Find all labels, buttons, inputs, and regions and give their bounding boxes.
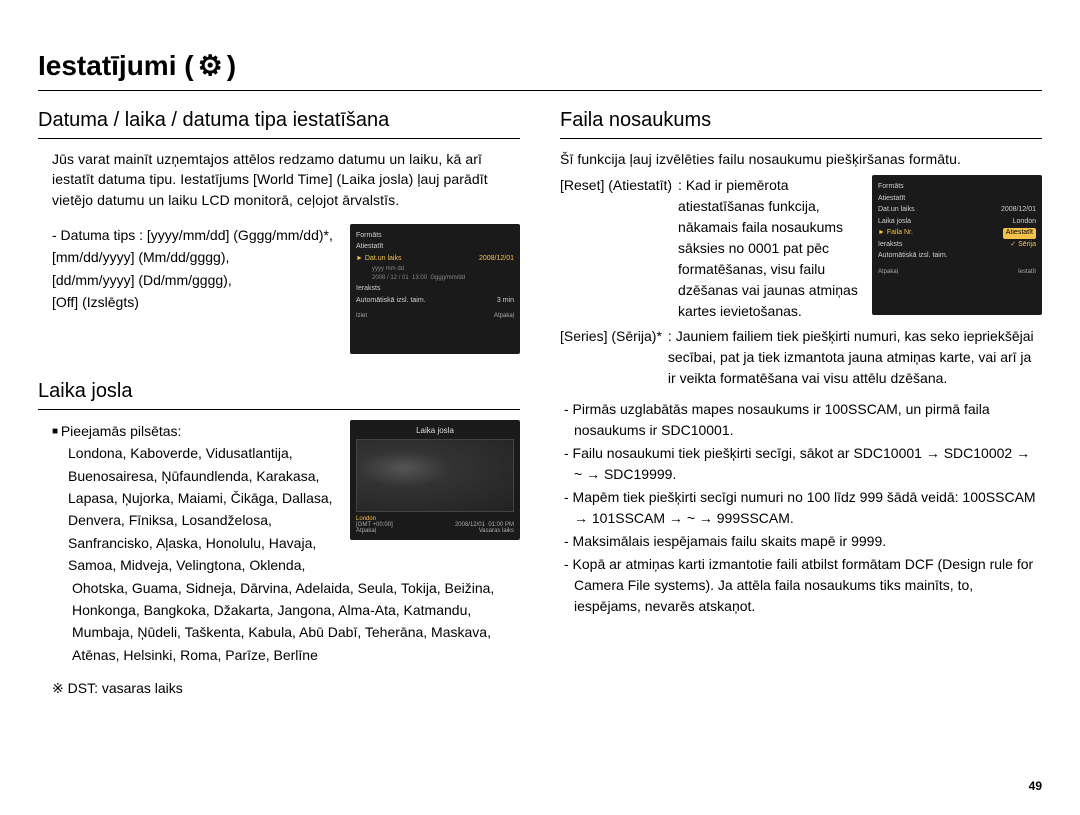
section-filename-heading: Faila nosaukums (560, 109, 1042, 139)
bullet-2: - Failu nosaukumi tiek piešķirti secīgi,… (560, 443, 1042, 485)
page-title: Iestatījumi ( ⚙ ) (38, 50, 1042, 91)
date-type-label: - Datuma tips : (52, 227, 143, 243)
cities-block-1: Pieejamās pilsētas: Londona, Kaboverde, … (52, 420, 338, 577)
dst-note: ※ DST: vasaras laiks (38, 680, 520, 697)
bullet-5: - Kopā ar atmiņas karti izmantotie faili… (560, 554, 1042, 617)
world-map-icon (356, 439, 514, 512)
date-type-block: - Datuma tips : [yyyy/mm/dd] (Gggg/mm/dd… (38, 224, 338, 354)
reset-desc: : Kad ir piemērota atiestatīšanas funkci… (678, 175, 860, 322)
date-intro: Jūs varat mainīt uzņemtajos attēlos redz… (38, 149, 520, 210)
left-column: Datuma / laika / datuma tipa iestatīšana… (38, 109, 520, 697)
cities-2: Ohotska, Guama, Sidneja, Dārvina, Adelai… (38, 577, 520, 667)
reset-term: [Reset] (Atiestatīt) (560, 175, 672, 322)
screenshot-filename: Formāts Atiestatīt Dat.un laiks2008/12/0… (872, 175, 1042, 315)
page-number: 49 (1029, 779, 1042, 793)
screenshot-world-time: Laika josla London [GMT +00:00] 2008/12/… (350, 420, 520, 540)
series-desc: : Jauniem failiem tiek piešķirti numuri,… (668, 326, 1042, 389)
section-timezone-heading: Laika josla (38, 380, 520, 410)
title-close: ) (227, 50, 236, 82)
filename-intro: Šī funkcija ļauj izvēlēties failu nosauk… (560, 149, 1042, 169)
right-column: Faila nosaukums Šī funkcija ļauj izvēlēt… (560, 109, 1042, 697)
filename-bullets: - Pirmās uzglabātās mapes nosaukums ir 1… (560, 399, 1042, 617)
screenshot-date-settings: Formāts Atiestatīt ► Dat.un laiks2008/12… (350, 224, 520, 354)
series-term: [Series] (Sērija)* (560, 326, 662, 389)
title-text: Iestatījumi ( (38, 50, 194, 82)
bullet-4: - Maksimālais iespējamais failu skaits m… (560, 531, 1042, 552)
bullet-1: - Pirmās uzglabātās mapes nosaukums ir 1… (560, 399, 1042, 441)
section-date-heading: Datuma / laika / datuma tipa iestatīšana (38, 109, 520, 139)
gear-icon: ⚙ (198, 52, 223, 80)
cities-label: Pieejamās pilsētas: (52, 423, 181, 439)
bullet-3: - Mapēm tiek piešķirti secīgi numuri no … (560, 487, 1042, 529)
cities-1: Londona, Kaboverde, Vidusatlantija, Buen… (52, 442, 338, 576)
